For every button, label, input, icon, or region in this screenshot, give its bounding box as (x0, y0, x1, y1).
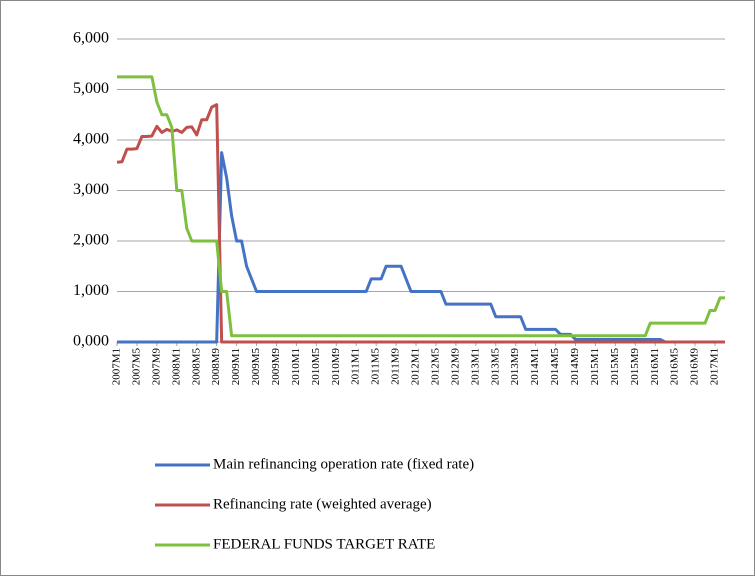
series-line (117, 151, 725, 344)
x-tick-label: 2008M9 (210, 348, 222, 386)
x-tick-label: 2015M1 (589, 348, 601, 385)
x-tick-label: 2016M9 (689, 348, 701, 386)
x-tick-label: 2010M1 (290, 348, 302, 385)
x-tick-label: 2009M5 (250, 348, 262, 386)
x-tick-label: 2016M5 (669, 348, 681, 386)
y-tick-label: 6,000 (73, 30, 109, 47)
legend-label: FEDERAL FUNDS TARGET RATE (213, 536, 435, 552)
x-tick-label: 2013M9 (509, 348, 521, 386)
y-tick-label: 3,000 (73, 181, 109, 198)
y-tick-label: 0,000 (73, 333, 109, 350)
x-tick-label: 2010M9 (330, 348, 342, 386)
y-tick-label: 2,000 (73, 232, 109, 249)
x-tick-label: 2014M9 (569, 348, 581, 386)
y-tick-label: 5,000 (73, 80, 109, 97)
x-tick-label: 2013M1 (469, 348, 481, 385)
x-tick-label: 2013M5 (489, 348, 501, 386)
x-tick-label: 2011M1 (350, 348, 362, 385)
x-tick-label: 2007M1 (111, 348, 123, 385)
legend-label: Main refinancing operation rate (fixed r… (213, 456, 474, 472)
x-tick-label: 2008M5 (190, 348, 202, 386)
x-tick-label: 2011M5 (370, 348, 382, 385)
series-line (116, 103, 725, 344)
x-tick-label: 2009M1 (230, 348, 242, 385)
x-tick-label: 2014M1 (529, 348, 541, 385)
x-tick-label: 2007M5 (130, 348, 142, 386)
y-tick-label: 4,000 (73, 131, 109, 148)
x-tick-label: 2014M5 (549, 348, 561, 386)
x-tick-label: 2016M1 (649, 348, 661, 385)
x-tick-label: 2010M5 (310, 348, 322, 386)
x-tick-label: 2008M1 (170, 348, 182, 385)
x-tick-label: 2012M1 (410, 348, 422, 385)
x-tick-label: 2012M5 (429, 348, 441, 386)
x-tick-label: 2009M9 (270, 348, 282, 386)
x-tick-label: 2017M1 (709, 348, 721, 385)
series-line (117, 75, 725, 338)
x-tick-label: 2007M9 (150, 348, 162, 386)
x-tick-label: 2011M9 (390, 348, 402, 385)
y-tick-label: 1,000 (73, 282, 109, 299)
x-tick-label: 2015M9 (629, 348, 641, 386)
legend-label: Refinancing rate (weighted average) (213, 496, 432, 512)
x-tick-label: 2015M5 (609, 348, 621, 386)
x-tick-label: 2012M9 (449, 348, 461, 386)
